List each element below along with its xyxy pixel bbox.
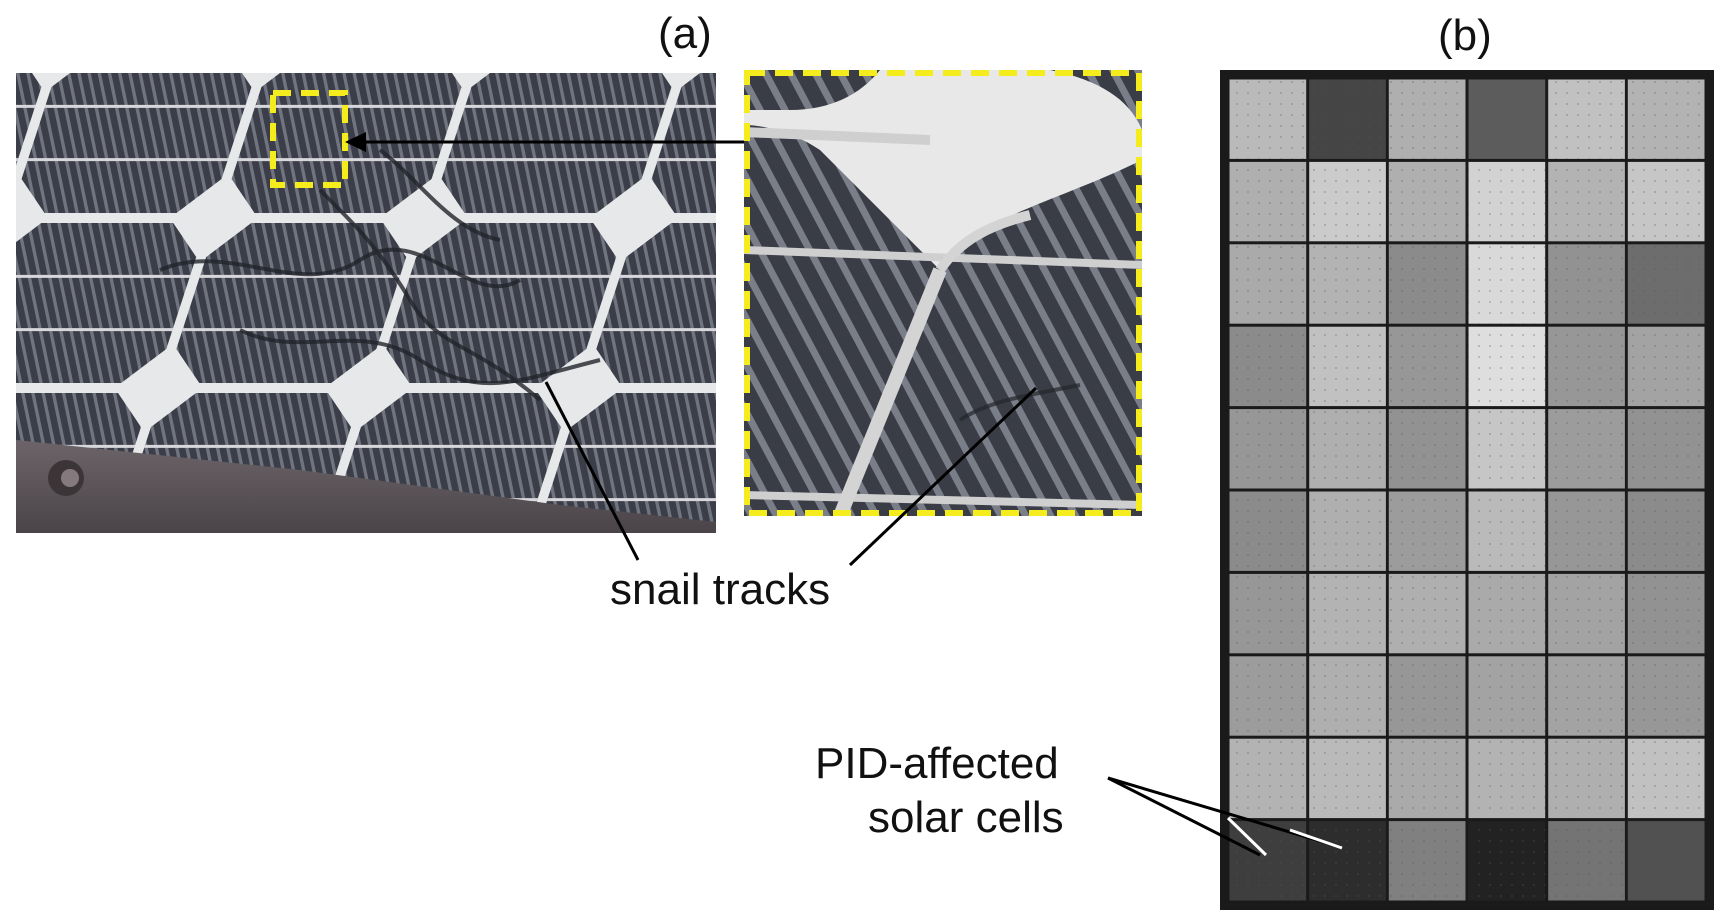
el-cell-texture [1388, 79, 1466, 159]
el-cell-texture [1548, 491, 1625, 571]
el-cell-texture [1468, 738, 1546, 819]
el-cell-texture [1548, 326, 1625, 407]
zoom-arrow [345, 132, 744, 152]
el-cell-texture [1548, 738, 1625, 819]
el-cell-texture [1468, 326, 1546, 407]
el-cell-texture [1309, 409, 1386, 489]
el-cell-texture [1548, 656, 1625, 736]
el-cell-texture [1468, 409, 1546, 489]
panel-cell [276, 0, 528, 43]
el-cell-texture [1309, 821, 1386, 901]
el-cell-texture [1309, 79, 1386, 159]
el-cell-texture [1388, 326, 1466, 407]
el-cell-texture [1627, 161, 1705, 242]
el-cell-texture [1229, 573, 1307, 654]
el-cell-texture [1388, 738, 1466, 819]
el-cell-texture [1627, 326, 1705, 407]
el-cell-texture [1229, 79, 1307, 159]
el-cell-texture [1388, 573, 1466, 654]
snail-tracks-label: snail tracks [610, 565, 831, 614]
el-cell-texture [1627, 573, 1705, 654]
snail-tracks-leaders [544, 381, 1038, 567]
el-cell-texture [1229, 326, 1307, 407]
el-cell-texture [1309, 738, 1386, 819]
el-cell-texture [1468, 821, 1546, 901]
panel-cell [16, 223, 197, 383]
panel-a-label: (a) [658, 9, 712, 58]
el-cell-texture [1627, 244, 1705, 324]
el-cell-texture [1548, 821, 1625, 901]
panel-cell [696, 0, 948, 43]
el-cell-texture [1548, 573, 1625, 654]
el-cell-texture [1548, 79, 1625, 159]
el-cell-texture [1468, 244, 1546, 324]
el-cell-texture [1388, 161, 1466, 242]
pid-label-line1: PID-affected [815, 739, 1059, 788]
panel-cell [596, 223, 716, 383]
el-cell-texture [1309, 491, 1386, 571]
el-cell-texture [1229, 409, 1307, 489]
el-cell-texture [1627, 409, 1705, 489]
panel-cell [651, 73, 716, 213]
el-cell-texture [1627, 491, 1705, 571]
panel-cell [0, 563, 97, 723]
el-cell-texture [1627, 79, 1705, 159]
el-cell-texture [1309, 573, 1386, 654]
el-cell-texture [1388, 409, 1466, 489]
el-cell-texture [1309, 656, 1386, 736]
el-cell-texture [1229, 491, 1307, 571]
el-cell-texture [1468, 573, 1546, 654]
panel-cell [55, 563, 307, 723]
el-cell-texture [1468, 491, 1546, 571]
el-cell-texture [1548, 409, 1625, 489]
zoom-source-box [270, 90, 348, 188]
el-cell-texture [1229, 244, 1307, 324]
el-cell-texture [1468, 79, 1546, 159]
el-cell-texture [1627, 821, 1705, 901]
el-cell-texture [1388, 491, 1466, 571]
panel-cell [265, 563, 517, 723]
el-cell-texture [1388, 821, 1466, 901]
el-cell-texture [1229, 738, 1307, 819]
el-cell-texture [1627, 738, 1705, 819]
el-cell-texture [1548, 161, 1625, 242]
el-cell-texture [1468, 161, 1546, 242]
panel-cell [386, 223, 617, 383]
el-cell-texture [1229, 161, 1307, 242]
el-cell-texture [1388, 244, 1466, 324]
el-cell-texture [1309, 161, 1386, 242]
panel-b-label: (b) [1438, 11, 1492, 60]
pid-label-line2: solar cells [868, 793, 1064, 842]
el-cell-texture [1468, 656, 1546, 736]
panel-cell [441, 73, 672, 213]
pid-leaders-white [1226, 816, 1343, 857]
el-cell-texture [1548, 244, 1625, 324]
panel-cell [66, 0, 318, 43]
el-cell-texture [1229, 656, 1307, 736]
el-image [1220, 70, 1714, 910]
el-cell-texture [1627, 656, 1705, 736]
zoom-inset [744, 70, 1142, 516]
panel-cell [0, 0, 108, 43]
el-cell-texture [1309, 326, 1386, 407]
el-cell-texture [1388, 656, 1466, 736]
el-cell-texture [1309, 244, 1386, 324]
panel-cell [21, 73, 252, 213]
panel-cell [906, 0, 1158, 43]
